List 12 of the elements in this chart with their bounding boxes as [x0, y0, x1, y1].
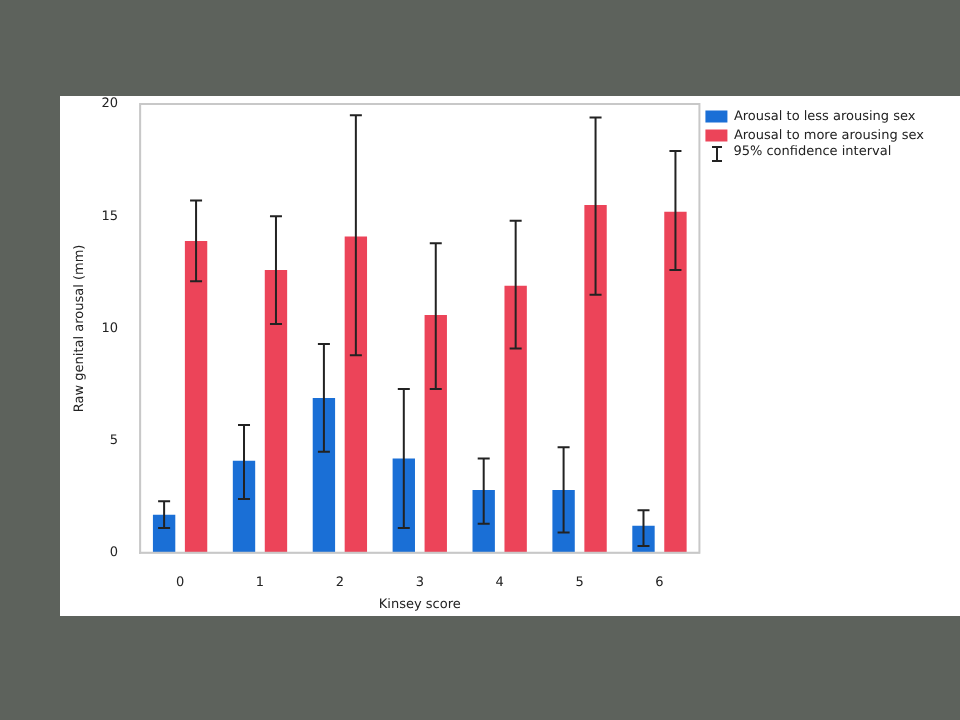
bar — [264, 270, 288, 553]
bar — [152, 514, 176, 553]
bar — [424, 314, 447, 553]
bar — [312, 397, 336, 553]
bar — [184, 240, 208, 553]
bar — [472, 489, 495, 553]
bar — [664, 211, 687, 553]
bar — [584, 204, 607, 553]
bar — [552, 489, 575, 553]
bar — [344, 236, 368, 553]
bar — [232, 460, 256, 553]
bar — [504, 285, 527, 553]
